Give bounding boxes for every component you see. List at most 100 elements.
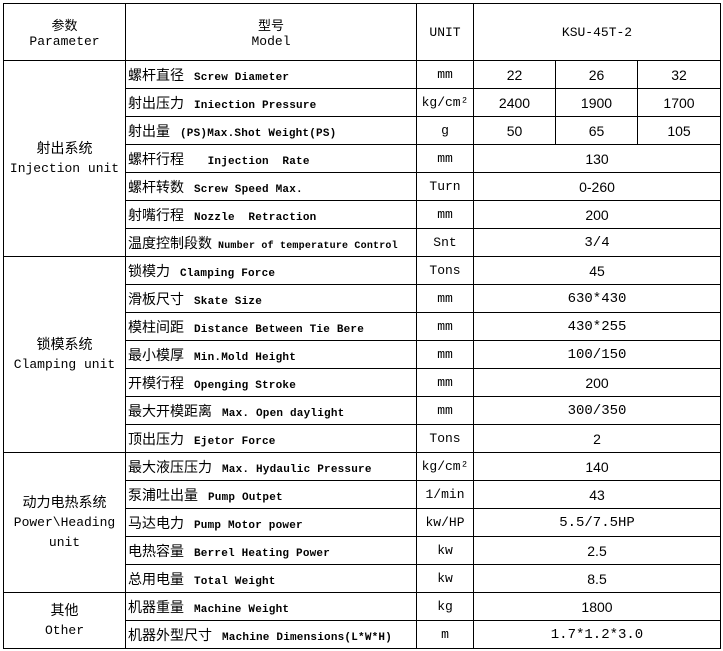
value-cell: 2.5 xyxy=(473,536,721,565)
unit-cell: mm xyxy=(416,200,474,229)
table-row: 射出系统 Injection unit 螺杆直径 Screw Diameter mm 22… xyxy=(3,60,721,257)
value-cell: 26 xyxy=(555,60,638,89)
param-cn: 顶出压力 xyxy=(128,431,184,448)
unit-cell: mm xyxy=(416,312,474,341)
value-cell: 0-260 xyxy=(473,172,721,201)
param-cn: 机器外型尺寸 xyxy=(128,627,212,644)
unit-cell: mm xyxy=(416,368,474,397)
param-cn: 射出压力 xyxy=(128,95,184,112)
table-row: 射嘴行程 Nozzle Retraction mm 200 xyxy=(4,200,721,229)
unit-cell: Snt xyxy=(416,228,474,257)
category-cell: 锁模系统 Clamping unit xyxy=(3,256,126,453)
param-cell: 机器外型尺寸 Machine Dimensions(L*W*H) xyxy=(125,620,417,649)
category-cell: 动力电热系统 Power\Heading unit xyxy=(3,452,126,593)
param-cn: 最大液压压力 xyxy=(128,459,212,476)
value-cell: 43 xyxy=(473,480,721,509)
param-cell: 螺杆直径 Screw Diameter xyxy=(125,60,417,89)
unit-cell: mm xyxy=(416,396,474,425)
param-cell: 顶出压力 Ejetor Force xyxy=(125,424,417,453)
param-cn: 马达电力 xyxy=(128,515,184,532)
param-cell: 射出量 (PS)Max.Shot Weight(PS) xyxy=(125,116,417,145)
param-cn: 滑板尺寸 xyxy=(128,291,184,308)
param-en: Total Weight xyxy=(194,575,276,588)
spec-table: 参数 Parameter 型号 Model UNIT KSU-45T-2 射出系… xyxy=(3,3,721,649)
param-cn: 最大开模距离 xyxy=(128,403,212,420)
value-cell: 32 xyxy=(637,60,721,89)
unit-cell: kg/cm² xyxy=(416,88,474,117)
param-cell: 锁模力 Clamping Force xyxy=(125,256,417,285)
value-cell: 630*430 xyxy=(473,284,721,313)
param-en: Max. Open daylight xyxy=(222,407,345,420)
category-en: Injection unit xyxy=(9,160,120,176)
param-en: Ejetor Force xyxy=(194,435,276,448)
param-cell: 最大液压压力 Max. Hydaulic Pressure xyxy=(125,452,417,481)
param-en: Skate Size xyxy=(194,295,263,308)
table-row: 锁模系统 Clamping unit 锁模力 Clamping Force Tons 45 xyxy=(3,256,721,453)
param-en: Injection Rate xyxy=(194,155,310,168)
param-en: Nozzle Retraction xyxy=(194,211,317,224)
value-cell: 430*255 xyxy=(473,312,721,341)
header-category-en: Parameter xyxy=(29,34,100,49)
category-cn: 动力电热系统 xyxy=(22,494,107,511)
param-cell: 电热容量 Berrel Heating Power xyxy=(125,536,417,565)
param-cell: 模柱间距 Distance Between Tie Bere xyxy=(125,312,417,341)
category-en: Clamping unit xyxy=(13,356,116,372)
param-cn: 锁模力 xyxy=(128,263,170,280)
param-cell: 最小模厚 Min.Mold Height xyxy=(125,340,417,369)
value-cell: 105 xyxy=(637,116,721,145)
table-row: 开模行程 Openging Stroke mm 200 xyxy=(4,368,721,397)
table-row: 最大开模距离 Max. Open daylight mm 300/350 xyxy=(4,396,721,425)
param-en: Pump Outpet xyxy=(208,491,283,504)
header-category-cn: 参数 xyxy=(51,19,78,34)
param-cn: 泵浦吐出量 xyxy=(128,487,198,504)
value-cell: 1900 xyxy=(555,88,638,117)
table-row: 动力电热系统 Power\Heading unit 最大液压压力 Max. Hydau… xyxy=(3,452,721,593)
value-cell: 300/350 xyxy=(473,396,721,425)
param-cell: 最大开模距离 Max. Open daylight xyxy=(125,396,417,425)
header-param: 型号 Model xyxy=(125,3,417,61)
category-en: Other xyxy=(44,622,84,638)
value-cell: 50 xyxy=(473,116,556,145)
value-cell: 100/150 xyxy=(473,340,721,369)
category-cell: 射出系统 Injection unit xyxy=(3,60,126,257)
value-cell: 140 xyxy=(473,452,721,481)
param-cn: 螺杆直径 xyxy=(128,67,184,84)
table-row: 顶出压力 Ejetor Force Tons 2 xyxy=(4,424,721,453)
table-row: 温度控制段数 Number of temperature Control Snt 3/… xyxy=(4,228,721,257)
value-cell: 1.7*1.2*3.0 xyxy=(473,620,721,649)
param-cn: 机器重量 xyxy=(128,599,184,616)
param-en: Screw Diameter xyxy=(194,71,290,84)
param-cn: 温度控制段数 xyxy=(128,235,212,252)
value-cell: 130 xyxy=(473,144,721,173)
table-row: 其他 Other 机器重量 Machine Weight kg 1800 xyxy=(3,592,721,649)
unit-cell: Turn xyxy=(416,172,474,201)
param-en: Distance Between Tie Bere xyxy=(194,323,365,336)
value-cell: 8.5 xyxy=(473,564,721,593)
param-cell: 泵浦吐出量 Pump Outpet xyxy=(125,480,417,509)
param-cell: 开模行程 Openging Stroke xyxy=(125,368,417,397)
param-cell: 射出压力 Iniection Pressure xyxy=(125,88,417,117)
param-en: Max. Hydaulic Pressure xyxy=(222,463,372,476)
value-cell: 45 xyxy=(473,256,721,285)
unit-cell: kg/cm² xyxy=(416,452,474,481)
param-en: (PS)Max.Shot Weight(PS) xyxy=(180,127,337,140)
value-cell: 200 xyxy=(473,200,721,229)
param-en: Iniection Pressure xyxy=(194,99,317,112)
value-cell: 1800 xyxy=(473,592,721,621)
unit-cell: kg xyxy=(416,592,474,621)
table-row: 滑板尺寸 Skate Size mm 630*430 xyxy=(4,284,721,313)
category-cn: 其他 xyxy=(50,602,79,619)
param-cell: 总用电量 Total Weight xyxy=(125,564,417,593)
table-row: 射出压力 Iniection Pressure kg/cm² 2400 1900 1700 xyxy=(4,88,721,117)
param-en: Screw Speed Max. xyxy=(194,183,303,196)
unit-cell: kw/HP xyxy=(416,508,474,537)
header-model: KSU-45T-2 xyxy=(473,3,721,61)
header-unit: UNIT xyxy=(416,3,474,61)
param-en: Machine Weight xyxy=(194,603,290,616)
unit-cell: mm xyxy=(416,284,474,313)
param-cell: 螺杆行程 Injection Rate xyxy=(125,144,417,173)
param-cell: 螺杆转数 Screw Speed Max. xyxy=(125,172,417,201)
unit-cell: Tons xyxy=(416,256,474,285)
unit-cell: m xyxy=(416,620,474,649)
param-en: Min.Mold Height xyxy=(194,351,297,364)
